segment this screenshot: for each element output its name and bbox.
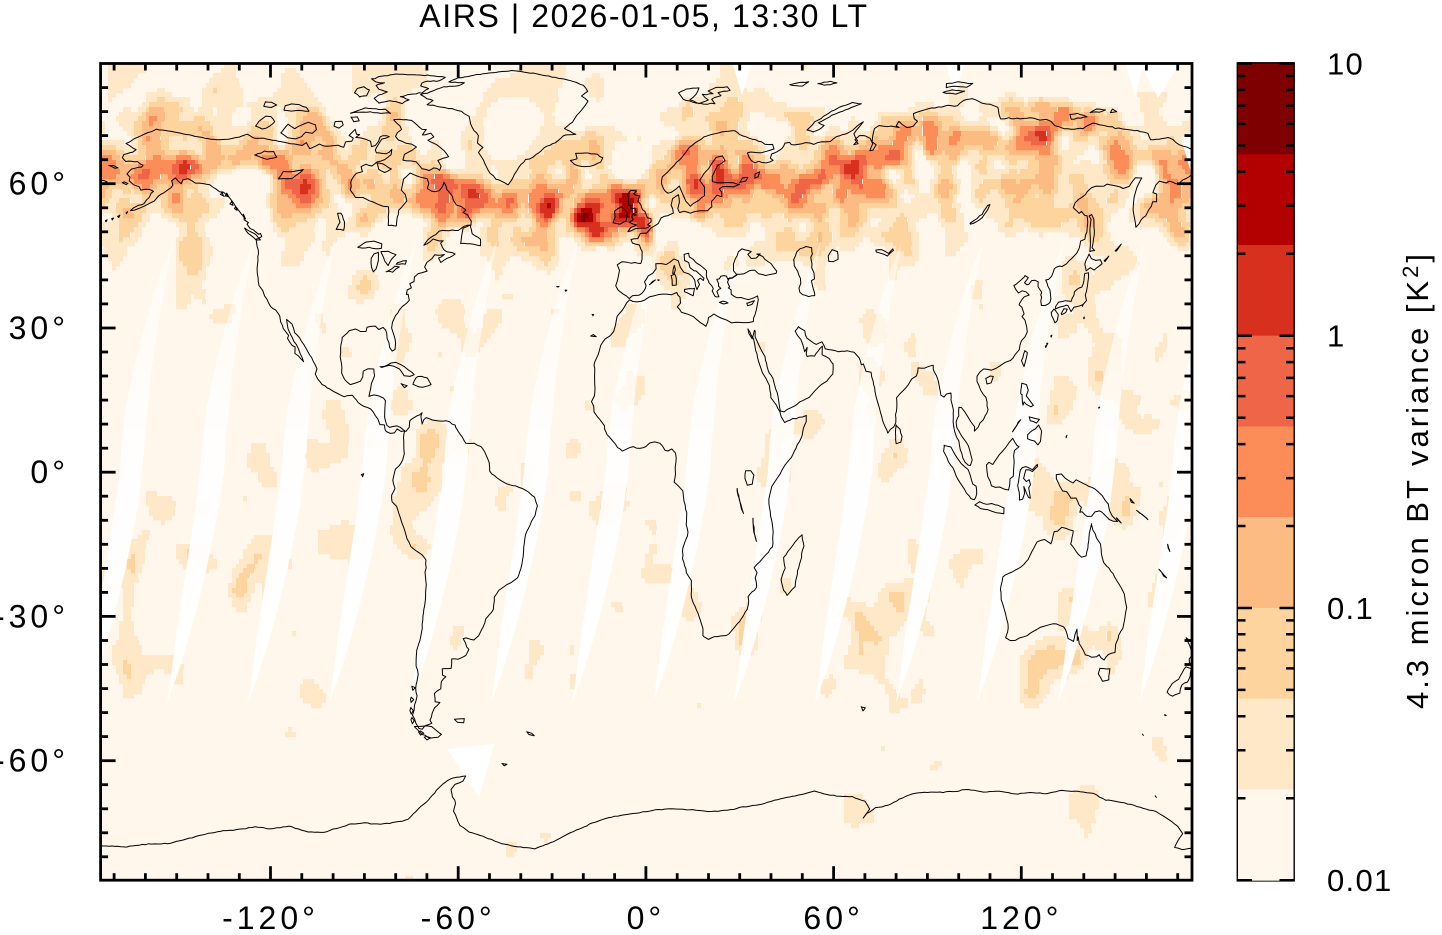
svg-text:0°: 0° — [627, 900, 666, 930]
svg-text:60°: 60° — [9, 166, 69, 202]
svg-text:0.1: 0.1 — [1327, 591, 1374, 626]
svg-text:60°: 60° — [803, 900, 863, 930]
svg-text:AIRS | 2026-01-05, 13:30 LT: AIRS | 2026-01-05, 13:30 LT — [419, 0, 868, 34]
svg-text:0.01: 0.01 — [1327, 863, 1393, 898]
svg-text:-120°: -120° — [222, 900, 319, 930]
svg-text:30°: 30° — [9, 310, 69, 346]
svg-text:0°: 0° — [30, 454, 69, 490]
svg-text:-60°: -60° — [0, 743, 69, 779]
svg-text:4.3 micron BT variance [K2]: 4.3 micron BT variance [K2] — [1398, 251, 1435, 709]
svg-text:-60°: -60° — [421, 900, 496, 930]
svg-text:120°: 120° — [980, 900, 1062, 930]
svg-text:-30°: -30° — [0, 598, 69, 634]
svg-text:10: 10 — [1327, 47, 1364, 82]
svg-text:1: 1 — [1327, 319, 1346, 354]
